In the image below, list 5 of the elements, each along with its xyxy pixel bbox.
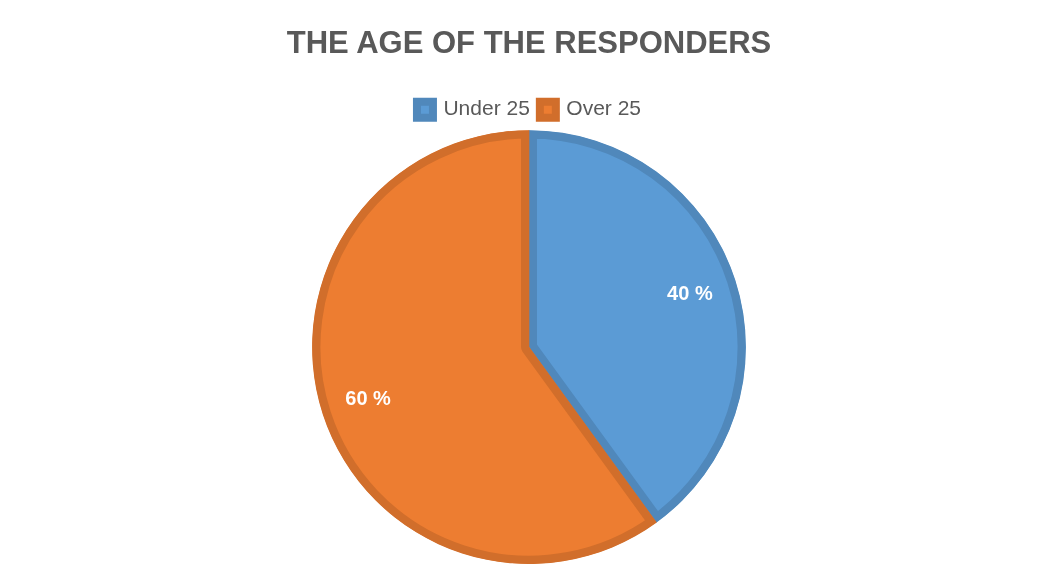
- chart-title: THE AGE OF THE RESPONDERS: [286, 25, 772, 61]
- legend-label: Over 25: [566, 96, 642, 120]
- legend-label: Under 25: [443, 96, 530, 120]
- data-label: 60 %: [345, 386, 392, 409]
- data-label: 40 %: [667, 282, 713, 305]
